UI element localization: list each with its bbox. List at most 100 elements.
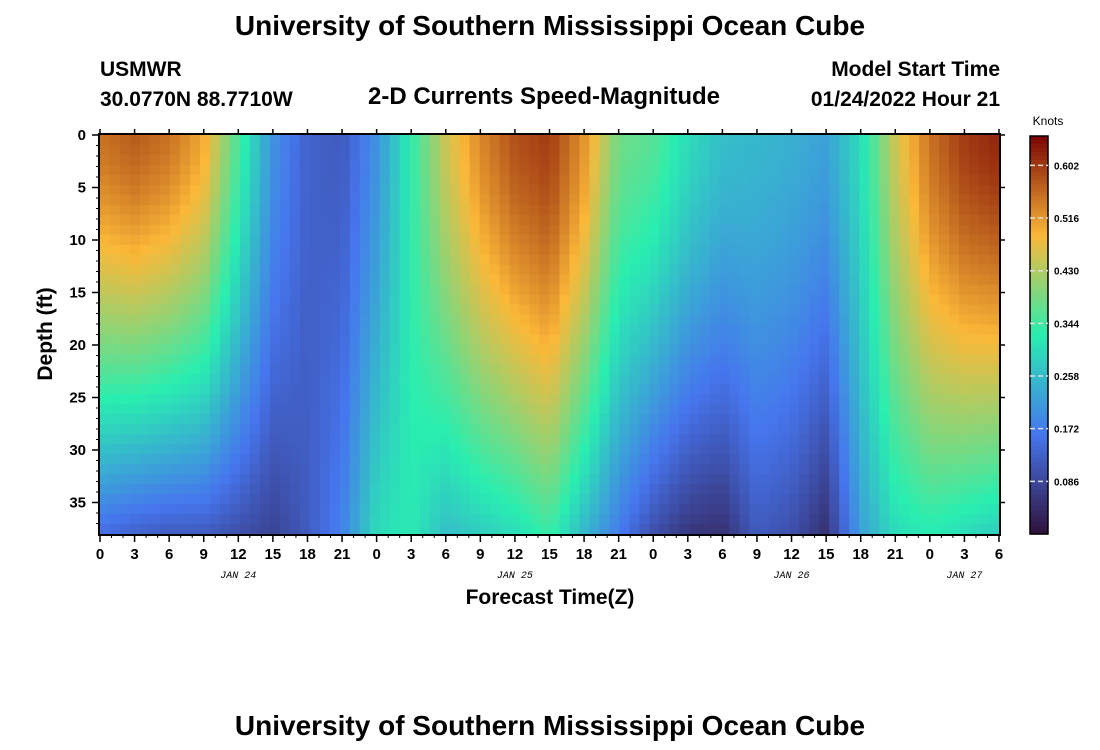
heatmap-cell: [109, 354, 121, 366]
heatmap-cell: [609, 524, 621, 535]
heatmap-cell: [629, 394, 640, 405]
heatmap-cell: [609, 274, 621, 286]
heatmap-cell: [349, 234, 361, 246]
heatmap-cell: [619, 254, 631, 266]
heatmap-cell: [549, 424, 561, 435]
heatmap-cell: [929, 194, 940, 206]
heatmap-cell: [339, 264, 351, 276]
heatmap-cell: [439, 304, 451, 316]
heatmap-cell: [119, 484, 131, 495]
heatmap-cell: [669, 404, 680, 415]
heatmap-cell: [619, 244, 631, 256]
heatmap-cell: [149, 464, 161, 475]
heatmap-cell: [769, 494, 780, 505]
heatmap-cell: [519, 444, 531, 455]
heatmap-cell: [459, 344, 471, 356]
heatmap-cell: [179, 144, 191, 156]
heatmap-cell: [109, 284, 121, 296]
heatmap-cell: [699, 404, 710, 415]
heatmap-cell: [209, 414, 221, 425]
heatmap-cell: [219, 274, 231, 286]
heatmap-cell: [659, 494, 670, 505]
heatmap-cell: [879, 224, 890, 236]
heatmap-cell: [619, 234, 631, 246]
heatmap-cell: [849, 354, 860, 366]
heatmap-cell: [829, 324, 840, 336]
heatmap-cell: [119, 404, 131, 415]
heatmap-cell: [439, 394, 451, 405]
heatmap-cell: [179, 154, 191, 166]
heatmap-cell: [929, 444, 940, 455]
heatmap-cell: [429, 214, 441, 226]
heatmap-cell: [369, 294, 381, 306]
heatmap-cell: [139, 284, 151, 296]
heatmap-cell: [349, 484, 361, 495]
heatmap-cell: [569, 444, 581, 455]
heatmap-cell: [239, 254, 251, 266]
heatmap-cell: [859, 224, 870, 236]
heatmap-cell: [259, 444, 271, 455]
heatmap-cell: [849, 514, 860, 525]
heatmap-cell: [379, 354, 391, 366]
heatmap-cell: [219, 244, 231, 256]
heatmap-cell: [539, 434, 551, 445]
heatmap-cell: [249, 454, 261, 465]
heatmap-cell: [849, 454, 860, 465]
heatmap-cell: [769, 404, 780, 415]
heatmap-cell: [909, 204, 920, 216]
heatmap-cell: [649, 174, 660, 186]
heatmap-cell: [289, 524, 301, 535]
heatmap-cell: [819, 314, 830, 326]
heatmap-cell: [669, 244, 680, 256]
heatmap-cell: [369, 444, 381, 455]
heatmap-cell: [689, 514, 700, 525]
heatmap-cell: [509, 414, 521, 425]
heatmap-cell: [369, 284, 381, 296]
heatmap-cell: [199, 324, 211, 336]
heatmap-cell: [419, 144, 431, 156]
heatmap-cell: [199, 244, 211, 256]
heatmap-cell: [179, 364, 191, 375]
heatmap-cell: [589, 484, 601, 495]
heatmap-cell: [729, 314, 740, 326]
heatmap-cell: [769, 204, 780, 216]
colorbar-swatch: [1030, 311, 1048, 316]
heatmap-cell: [849, 504, 860, 515]
heatmap-cell: [489, 404, 501, 415]
heatmap-cell: [809, 334, 820, 346]
heatmap-cell: [639, 214, 650, 226]
heatmap-cell: [499, 354, 511, 366]
heatmap-cell: [609, 154, 621, 166]
heatmap-cell: [309, 284, 321, 296]
heatmap-cell: [189, 384, 201, 395]
heatmap-cell: [309, 234, 321, 246]
heatmap-cell: [939, 184, 950, 196]
heatmap-cell: [319, 444, 331, 455]
heatmap-cell: [139, 464, 151, 475]
heatmap-cell: [119, 454, 131, 465]
heatmap-cell: [479, 314, 491, 326]
heatmap-cell: [669, 494, 680, 505]
heatmap-cell: [229, 464, 241, 475]
heatmap-cell: [959, 194, 970, 206]
heatmap-cell: [529, 374, 541, 385]
heatmap-cell: [399, 474, 411, 485]
heatmap-cell: [299, 384, 311, 395]
heatmap-cell: [579, 484, 591, 495]
heatmap-cell: [799, 524, 810, 535]
heatmap-cell: [659, 404, 670, 415]
heatmap-cell: [499, 344, 511, 356]
heatmap-cell: [599, 244, 611, 256]
heatmap-cell: [749, 404, 760, 415]
heatmap-cell: [339, 304, 351, 316]
heatmap-cell: [399, 524, 411, 535]
heatmap-cell: [669, 434, 680, 445]
heatmap-cell: [829, 504, 840, 515]
heatmap-cell: [369, 364, 381, 375]
heatmap-cell: [949, 154, 960, 166]
heatmap-cell: [539, 144, 551, 156]
heatmap-cell: [619, 304, 631, 316]
heatmap-cell: [149, 334, 161, 346]
heatmap-cell: [589, 304, 601, 316]
heatmap-cell: [369, 144, 381, 156]
